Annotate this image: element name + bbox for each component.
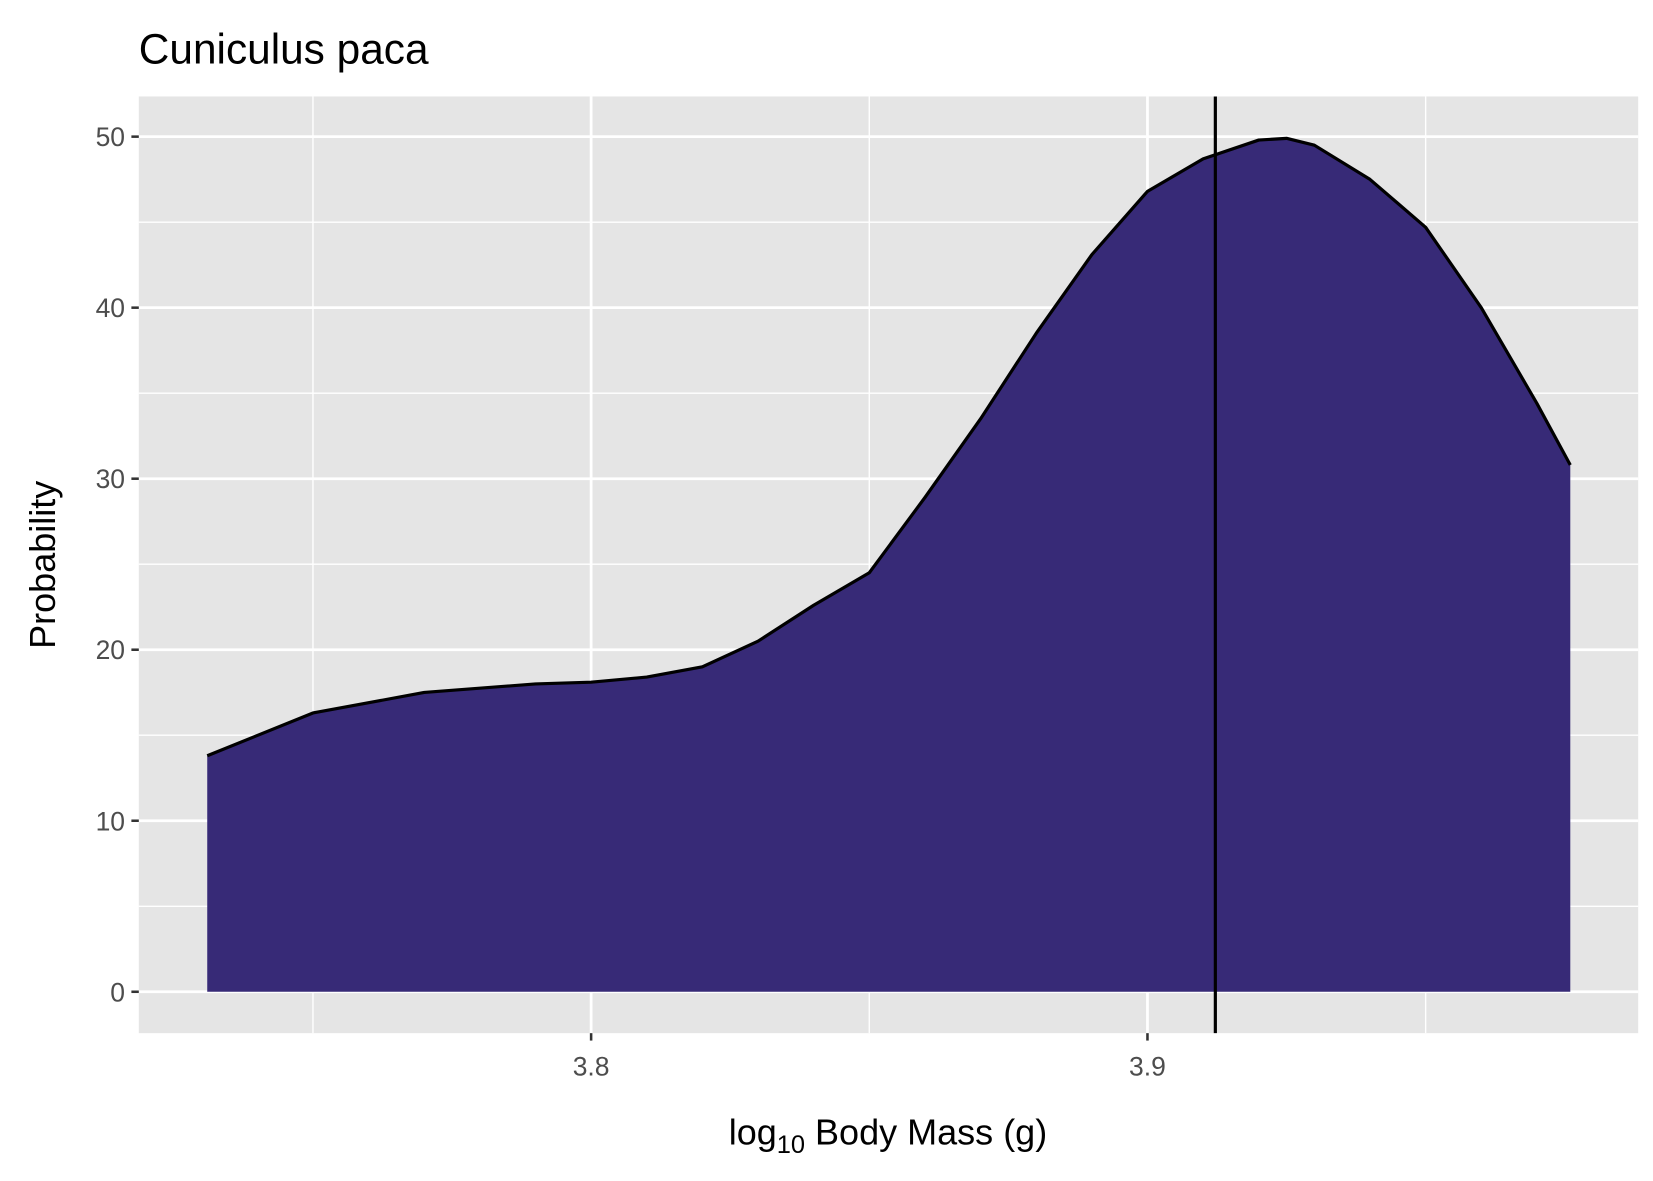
x-label-part: log xyxy=(729,1111,777,1152)
x-tick-label: 3.9 xyxy=(1129,1052,1166,1082)
x-tick-label: 3.8 xyxy=(573,1052,610,1082)
y-tick-label: 50 xyxy=(96,122,125,152)
y-tick-label: 0 xyxy=(110,977,125,1007)
x-axis-label: log10 Body Mass (g) xyxy=(729,1111,1048,1158)
y-tick-label: 30 xyxy=(96,464,125,494)
y-axis-label: Probability xyxy=(22,481,63,649)
y-tick-label: 20 xyxy=(96,635,125,665)
y-tick-label: 10 xyxy=(96,806,125,836)
density-line xyxy=(206,136,1572,758)
x-label-part: Body Mass (g) xyxy=(805,1111,1047,1152)
x-label-subscript: 10 xyxy=(777,1131,805,1159)
chart-title: Cuniculus paca xyxy=(139,26,429,73)
density-area xyxy=(207,138,1571,992)
y-tick-label: 40 xyxy=(96,293,125,323)
